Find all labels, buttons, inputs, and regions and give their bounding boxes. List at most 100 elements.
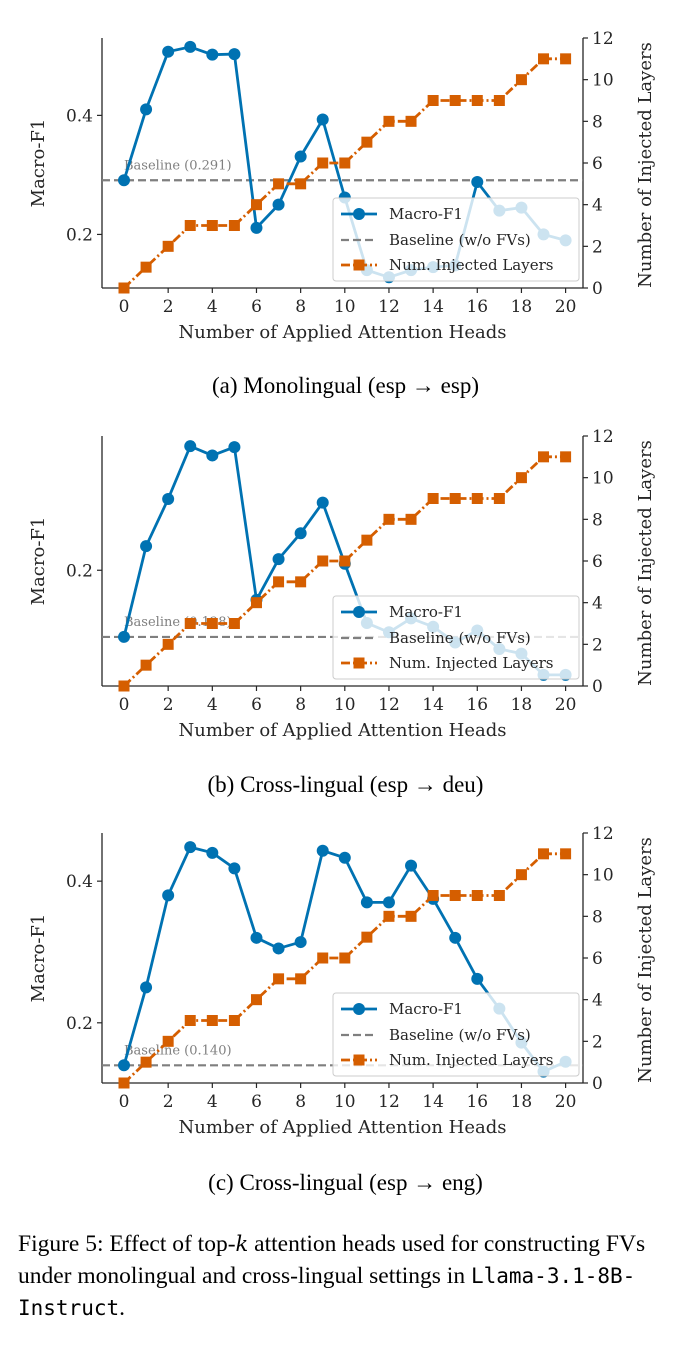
chart-crosslingual-eng: 0 2 4 6 8 10 12 14 16 18 20 0.2 0.4 0 2 4 6 8 10 12 Number o…: [28, 824, 656, 1138]
y2-tick-label: 2: [592, 1032, 603, 1052]
injected-layers-point: [339, 555, 351, 567]
x-tick-label: 20: [555, 695, 577, 715]
y2-tick-label: 8: [592, 112, 603, 132]
injected-layers-line: [123, 852, 566, 1085]
x-tick-label: 18: [511, 1092, 533, 1112]
macro-f1-point: [162, 492, 175, 505]
injected-layers-point: [538, 53, 550, 65]
y2-tick-label: 10: [592, 71, 614, 91]
baseline-label: Baseline (0.140): [124, 1043, 232, 1058]
macro-f1-point: [272, 942, 285, 955]
x-tick-label: 12: [378, 1092, 400, 1112]
figure-caption: Figure 5: Effect of top-k attention head…: [18, 1228, 678, 1324]
caption-b: (b) Cross-lingual (esp → deu): [207, 772, 484, 797]
x-tick-label: 14: [422, 695, 444, 715]
injected-layers-point: [449, 95, 461, 106]
caption-c: (c) Cross-lingual (esp → eng): [208, 1170, 483, 1195]
macro-f1-point: [382, 896, 395, 909]
injected-layers-point: [184, 618, 196, 629]
injected-layers-point: [361, 931, 373, 943]
figure-caption-model: Llama-3.1-8B-Instruct: [18, 1264, 636, 1320]
injected-layers-point: [538, 848, 550, 860]
macro-f1-point: [272, 198, 285, 211]
x-tick-label: 6: [251, 297, 262, 317]
chart-monolingual: 0 2 4 6 8 10 12 14 16 18 20 0.2 0.4 0 2 4 6 8 10 12 Number o…: [28, 29, 656, 343]
injected-layers-point: [449, 493, 461, 504]
macro-f1-point: [316, 113, 329, 126]
y2-tick-label: 12: [592, 824, 614, 844]
y-axis-label: Macro-F1: [28, 517, 49, 606]
injected-layers-point: [295, 973, 307, 985]
injected-layers-point: [427, 890, 439, 901]
y2-tick-label: 4: [592, 991, 603, 1011]
injected-layers-point: [538, 451, 550, 463]
injected-layers-point: [250, 994, 262, 1006]
macro-f1-point: [294, 150, 307, 163]
injected-layers-point: [515, 869, 527, 881]
injected-layers-line: [123, 455, 566, 688]
injected-layers-point: [184, 1015, 196, 1026]
injected-layers-point: [295, 178, 307, 190]
injected-layers-point: [228, 1015, 240, 1026]
y-tick-label: 0.4: [66, 872, 93, 892]
y2-tick-label: 4: [592, 196, 603, 216]
baseline-label: Baseline (0.291): [124, 158, 232, 173]
injected-layers-point: [118, 282, 130, 294]
injected-layers-point: [560, 53, 572, 65]
caption-a: (a) Monolingual (esp → esp): [212, 373, 479, 398]
macro-f1-point: [272, 553, 285, 566]
injected-layers-point: [273, 178, 285, 190]
y2-tick-label: 6: [592, 552, 603, 572]
x-tick-label: 10: [334, 1092, 356, 1112]
macro-f1-point: [228, 862, 241, 875]
injected-layers-point: [273, 973, 285, 985]
legend-f1-swatch-marker: [353, 606, 365, 618]
macro-f1-point: [206, 48, 219, 61]
figure-caption-part2: attention heads used for constructing FV…: [18, 1231, 646, 1289]
injected-layers-point: [405, 513, 417, 525]
injected-layers-point: [449, 890, 461, 901]
y2-tick-label: 0: [592, 1074, 603, 1094]
injected-layers-point: [560, 451, 572, 463]
injected-layers-point: [295, 576, 307, 588]
macro-f1-point: [184, 40, 197, 53]
injected-layers-point: [339, 952, 351, 964]
macro-f1-point: [140, 540, 153, 553]
macro-f1-point: [471, 972, 484, 985]
macro-f1-point: [405, 859, 418, 872]
x-tick-label: 16: [466, 1092, 488, 1112]
legend-f1-label: Macro-F1: [389, 205, 463, 223]
injected-layers-point: [317, 952, 329, 964]
x-axis-label: Number of Applied Attention Heads: [179, 720, 507, 741]
injected-layers-point: [405, 115, 417, 127]
injected-layers-point: [250, 597, 262, 609]
x-tick-label: 18: [511, 695, 533, 715]
macro-f1-point: [184, 841, 197, 854]
x-tick-label: 20: [555, 1092, 577, 1112]
figure-caption-part1: Figure 5: Effect of top-: [18, 1231, 236, 1257]
x-tick-label: 8: [295, 695, 306, 715]
x-axis-label: Number of Applied Attention Heads: [179, 322, 507, 343]
macro-f1-point: [206, 449, 219, 462]
injected-layers-point: [206, 220, 218, 231]
macro-f1-point: [140, 981, 153, 994]
legend-layers-label: Num. Injected Layers: [389, 654, 553, 672]
x-tick-label: 4: [207, 1092, 218, 1112]
x-tick-label: 16: [466, 695, 488, 715]
injected-layers-point: [317, 555, 329, 567]
injected-layers-point: [184, 220, 196, 231]
injected-layers-point: [471, 493, 483, 504]
injected-layers-point: [140, 1056, 152, 1068]
macro-f1-point: [294, 936, 307, 949]
macro-f1-point: [250, 931, 263, 944]
y-tick-label: 0.4: [66, 106, 93, 126]
legend-f1-label: Macro-F1: [389, 603, 463, 621]
x-tick-label: 8: [295, 1092, 306, 1112]
y2-tick-label: 2: [592, 237, 603, 257]
legend-baseline-label: Baseline (w/o FVs): [389, 629, 531, 647]
y2-tick-label: 12: [592, 29, 614, 49]
legend-f1-swatch-marker: [353, 208, 365, 220]
x-tick-label: 2: [163, 297, 174, 317]
y2-tick-label: 12: [592, 427, 614, 447]
injected-layers-point: [273, 576, 285, 588]
